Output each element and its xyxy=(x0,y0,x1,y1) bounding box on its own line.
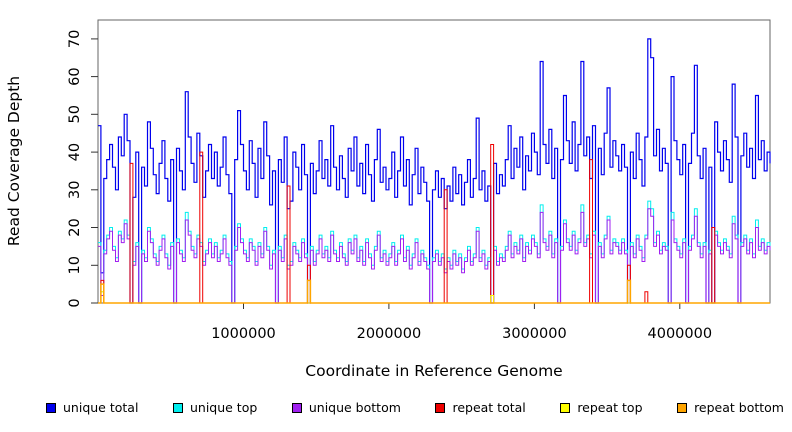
data-series-lines xyxy=(98,38,771,304)
legend-swatch-icon xyxy=(435,403,446,413)
y-tick-label: 10 xyxy=(67,256,83,274)
series-unique-bottom xyxy=(98,208,771,304)
x-tick-label: 3000000 xyxy=(502,326,567,342)
y-tick-label: 0 xyxy=(67,298,83,307)
legend-label: repeat total xyxy=(452,399,526,415)
legend-item-repeat-top: repeat top xyxy=(560,399,643,415)
legend-swatch-icon xyxy=(677,403,688,413)
legend-label: repeat top xyxy=(577,399,643,415)
legend-item-repeat-total: repeat total xyxy=(435,399,526,415)
y-tick-label: 70 xyxy=(67,30,83,48)
legend-item-unique-total: unique total xyxy=(46,399,139,415)
y-tick-label: 20 xyxy=(67,218,83,236)
chart-legend: unique total unique top unique bottom repea… xyxy=(46,398,784,418)
legend-swatch-icon xyxy=(291,403,302,413)
series-repeat-top xyxy=(98,291,770,304)
plot-border xyxy=(97,19,771,304)
legend-item-unique-top: unique top xyxy=(172,399,258,415)
x-axis-title: Coordinate in Reference Genome xyxy=(305,362,562,380)
y-tick-label: 60 xyxy=(67,67,83,85)
plot-area: 1000000 2000000 3000000 4000000 0 10 20 30 40 50… xyxy=(5,19,771,380)
y-tick-label: 50 xyxy=(67,105,83,123)
legend-label: repeat bottom xyxy=(694,399,784,415)
series-unique-top xyxy=(98,200,771,304)
y-tick-label: 40 xyxy=(67,143,83,161)
x-tick-label: 1000000 xyxy=(211,326,276,342)
series-repeat-total xyxy=(98,144,770,304)
y-axis-ticks: 0 10 20 30 40 50 60 70 xyxy=(67,30,98,308)
legend-item-unique-bottom: unique bottom xyxy=(291,399,401,415)
legend-item-repeat-bottom: repeat bottom xyxy=(677,399,784,415)
legend-swatch-icon xyxy=(172,403,183,413)
series-repeat-bottom xyxy=(98,279,770,304)
y-tick-label: 30 xyxy=(67,181,83,199)
series-unique-total xyxy=(98,38,771,304)
y-axis-title: Read Coverage Depth xyxy=(5,76,23,246)
x-axis-ticks: 1000000 2000000 3000000 4000000 xyxy=(211,303,712,342)
legend-swatch-icon xyxy=(46,403,56,413)
legend-label: unique top xyxy=(189,399,258,415)
legend-label: unique bottom xyxy=(308,399,401,415)
legend-label: unique total xyxy=(63,399,139,415)
legend-swatch-icon xyxy=(560,403,571,413)
x-tick-label: 2000000 xyxy=(357,326,422,342)
x-tick-label: 4000000 xyxy=(648,326,713,342)
